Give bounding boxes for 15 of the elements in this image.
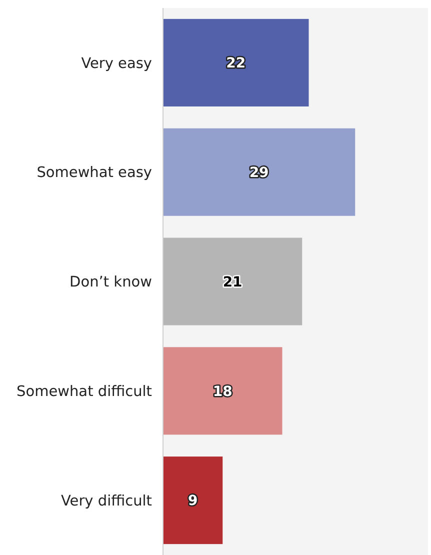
data-label: 9 (188, 493, 198, 510)
data-label: 29 (249, 165, 269, 181)
bar (163, 456, 223, 544)
y-tick-label: Somewhat difficult (16, 384, 152, 400)
y-tick-label: Very difficult (61, 493, 152, 510)
bar (163, 347, 282, 435)
y-tick-label: Very easy (81, 56, 152, 72)
data-label: 18 (212, 384, 232, 400)
bar (163, 18, 309, 106)
y-tick-label: Don’t know (70, 274, 152, 291)
bar (163, 128, 356, 216)
bar (163, 238, 302, 326)
y-tick-label: Somewhat easy (36, 165, 152, 182)
data-label: 21 (222, 274, 242, 290)
data-label: 22 (226, 56, 246, 72)
